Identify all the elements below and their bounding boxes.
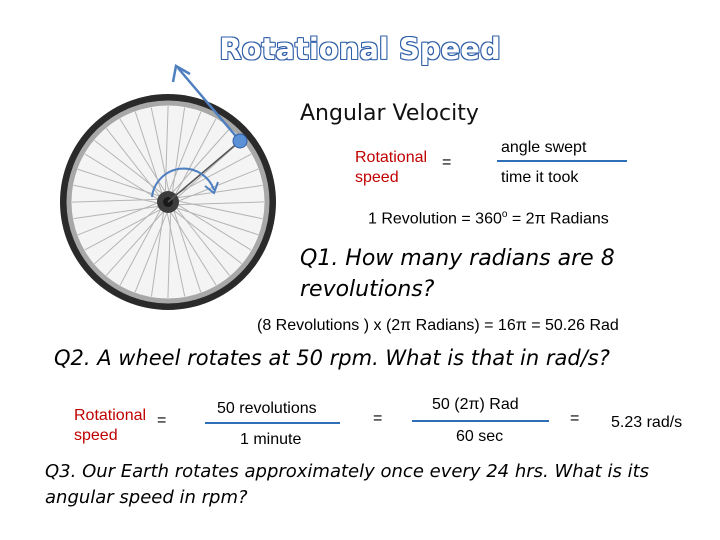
wheel-spoke: [77, 168, 163, 198]
wheel-spoke: [84, 207, 164, 251]
revolution-conversion: 1 Revolution = 360o = 2π Radians: [368, 209, 609, 228]
rotation-arc-icon: [151, 167, 219, 198]
degree-symbol: o: [501, 209, 508, 220]
point-on-rim-icon: [232, 133, 248, 149]
q2-equals-3: =: [570, 410, 580, 427]
q2-frac2-numerator: 50 (2π) Rad: [432, 396, 519, 413]
wheel-spoke: [172, 207, 202, 293]
wheel-spoke: [84, 153, 161, 202]
wheel-spoke: [175, 201, 265, 206]
q2-lhs-line2: speed: [74, 427, 118, 444]
wheel-spoke: [77, 201, 161, 236]
wheel-spoke: [134, 209, 169, 293]
q2-result: 5.23 rad/s: [611, 414, 683, 431]
wheel-spoke: [174, 184, 263, 199]
wheel-spoke: [173, 118, 217, 198]
q2-frac2-line: [412, 420, 549, 422]
wheel-spoke: [168, 209, 217, 286]
wheel-spoke: [174, 205, 231, 276]
conversion-suffix: = 2π Radians: [507, 210, 609, 228]
q2-frac1-denominator: 1 minute: [240, 431, 302, 448]
wheel-spoke: [119, 206, 163, 286]
wheel-spoke: [167, 209, 172, 299]
q1-question: Q1. How many radians are 8 revolutions?: [300, 246, 615, 302]
wheel-spoke: [164, 105, 169, 195]
wheel-spoke: [167, 111, 202, 195]
wheel-spoke: [166, 209, 186, 297]
formula1-lhs-line2: speed: [355, 169, 399, 186]
q2-frac1-line: [205, 422, 340, 424]
q2-question: Q2. A wheel rotates at 50 rpm. What is t…: [54, 346, 610, 370]
q2-equals-1: =: [157, 412, 167, 429]
wheel-spoke: [105, 128, 162, 199]
formula1-lhs-line1: Rotational: [355, 149, 428, 166]
velocity-arrow-icon: [171, 64, 241, 142]
page-title: Rotational Speed: [219, 32, 501, 66]
formula1-fraction-line: [497, 160, 627, 162]
formula1-lhs: Rotational speed: [355, 148, 427, 188]
wheel-spoke: [175, 139, 242, 200]
wheel-spoke: [172, 153, 252, 197]
wheel-spoke: [73, 184, 161, 204]
formula1-numerator: angle swept: [501, 139, 587, 156]
wheel-spoke: [150, 208, 165, 297]
q2-lhs: Rotational speed: [74, 406, 146, 446]
conversion-prefix: 1 Revolution = 360: [368, 210, 502, 228]
wheel-spoke: [171, 208, 242, 265]
wheel-spoke: [105, 209, 166, 276]
q2-frac1-numerator: 50 revolutions: [217, 400, 317, 417]
q2-lhs-line1: Rotational: [74, 407, 147, 424]
wheel-spoke: [71, 198, 161, 203]
formula1-denominator: time it took: [501, 169, 579, 186]
wheel-spoke: [94, 139, 165, 196]
q2-equals-2: =: [373, 410, 383, 427]
q2-frac2-denominator: 60 sec: [456, 428, 504, 445]
q3-question: Q3. Our Earth rotates approximately once…: [45, 461, 650, 508]
wheel-spoke: [175, 202, 252, 251]
wheel-spoke: [173, 206, 259, 236]
wheel-spoke: [73, 205, 162, 220]
wheel-spoke: [94, 204, 161, 265]
wheel-spoke: [175, 200, 263, 220]
wheel-spoke: [170, 128, 231, 195]
wheel-spoke: [171, 107, 186, 196]
radius-line: [167, 140, 241, 203]
wheel-spoke: [150, 107, 170, 195]
formula1-equals: =: [442, 154, 452, 171]
subtitle: Angular Velocity: [300, 101, 479, 126]
q1-answer: (8 Revolutions ) x (2π Radians) = 16π = …: [257, 317, 619, 334]
